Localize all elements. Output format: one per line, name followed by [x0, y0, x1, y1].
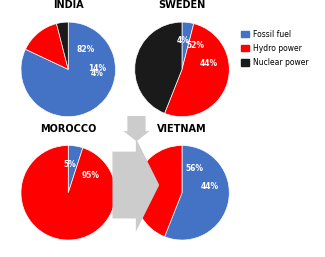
Wedge shape: [21, 22, 116, 117]
Text: 4%: 4%: [91, 69, 104, 78]
Wedge shape: [164, 24, 229, 117]
Text: 5%: 5%: [63, 160, 76, 169]
Text: 52%: 52%: [187, 41, 205, 50]
Text: 44%: 44%: [200, 59, 218, 68]
Text: 4%: 4%: [176, 35, 189, 44]
Wedge shape: [21, 145, 116, 240]
Wedge shape: [164, 145, 229, 240]
Wedge shape: [135, 145, 182, 237]
Wedge shape: [25, 24, 68, 69]
Wedge shape: [68, 145, 83, 193]
Polygon shape: [124, 116, 150, 141]
Legend: Fossil fuel, Hydro power, Nuclear power: Fossil fuel, Hydro power, Nuclear power: [241, 30, 308, 67]
Polygon shape: [112, 138, 159, 232]
Title: INDIA: INDIA: [53, 0, 84, 10]
Title: VIETNAM: VIETNAM: [157, 124, 207, 134]
Text: 95%: 95%: [82, 171, 100, 180]
Wedge shape: [135, 22, 182, 113]
Wedge shape: [57, 22, 68, 69]
Text: 56%: 56%: [186, 164, 204, 173]
Title: MOROCCO: MOROCCO: [40, 124, 97, 134]
Text: 82%: 82%: [76, 45, 95, 54]
Wedge shape: [182, 22, 194, 69]
Title: SWEDEN: SWEDEN: [158, 0, 206, 10]
Text: 44%: 44%: [201, 182, 219, 191]
Text: 14%: 14%: [88, 64, 107, 74]
